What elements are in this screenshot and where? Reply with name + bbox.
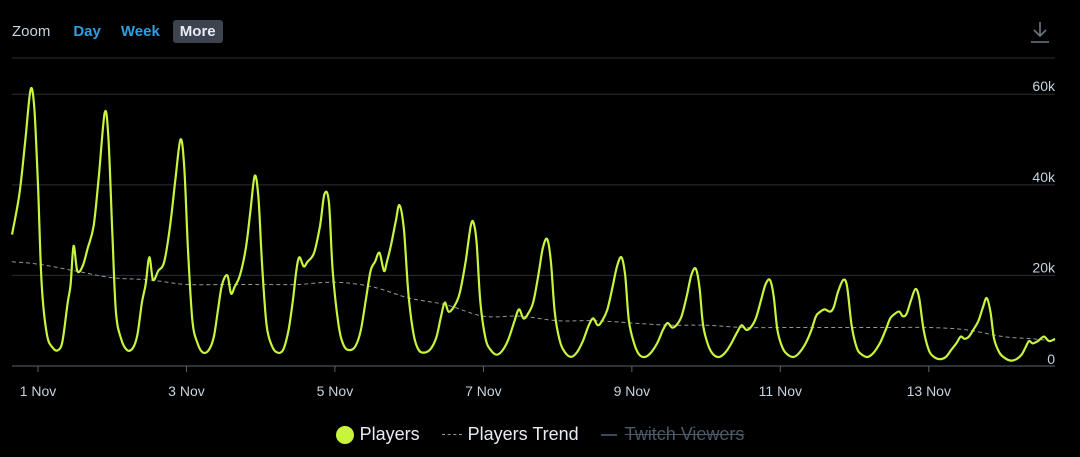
- players-chart: 0 20k 40k 60k 1 Nov 3 Nov 5 Nov 7 Nov 9 Nov 11 No…: [10, 57, 1056, 399]
- zoom-label: Zoom: [12, 22, 51, 40]
- players-trend-line: [11, 261, 1056, 342]
- twitch-legend-marker: [600, 433, 617, 436]
- legend-players-label: Players: [359, 424, 420, 444]
- zoom-more-button[interactable]: More: [172, 19, 223, 43]
- y-tick-label: 20k: [1032, 259, 1056, 275]
- y-tick-label: 40k: [1032, 169, 1056, 185]
- y-tick-label: 0: [1047, 351, 1055, 367]
- x-tick-label: 7 Nov: [465, 383, 502, 399]
- legend-players-trend[interactable]: Players Trend: [441, 424, 579, 445]
- zoom-week-button[interactable]: Week: [120, 22, 160, 40]
- x-tick-label: 3 Nov: [168, 383, 205, 399]
- zoom-day-button[interactable]: Day: [73, 22, 101, 40]
- legend-twitch-label: Twitch Viewers: [624, 424, 745, 444]
- x-tick-label: 11 Nov: [759, 383, 802, 399]
- x-tick-label: 1 Nov: [20, 383, 57, 399]
- x-tick-label: 13 Nov: [907, 383, 951, 399]
- legend-twitch-viewers[interactable]: Twitch Viewers: [600, 424, 745, 445]
- x-tick-label: 5 Nov: [317, 383, 354, 399]
- download-icon[interactable]: [1030, 20, 1050, 44]
- legend-players[interactable]: Players: [335, 424, 420, 445]
- y-tick-label: 60k: [1032, 78, 1056, 94]
- trend-legend-marker: [441, 434, 462, 435]
- zoom-bar: Zoom Day Week More: [12, 18, 229, 44]
- legend: Players Players Trend Twitch Viewers: [0, 424, 1080, 445]
- players-legend-marker: [335, 425, 354, 444]
- x-tick-label: 9 Nov: [614, 383, 651, 399]
- players-line: [10, 86, 1056, 362]
- legend-trend-label: Players Trend: [467, 424, 579, 444]
